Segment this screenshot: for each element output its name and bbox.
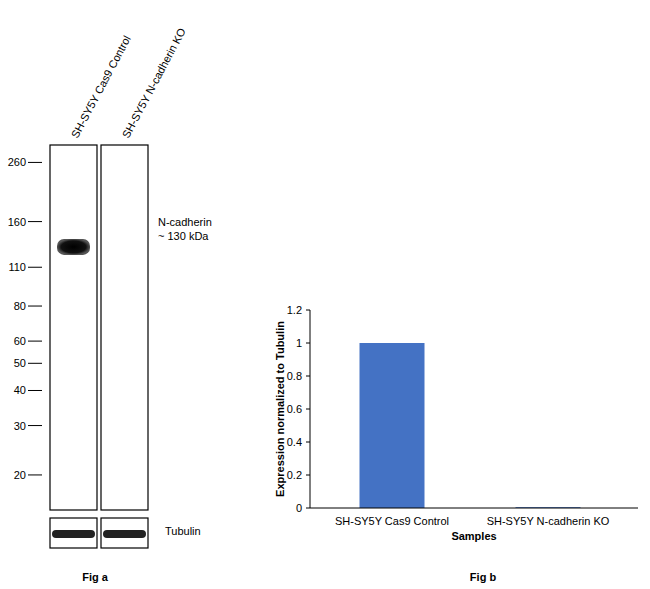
marker-label: 20 [14,469,26,481]
marker-tick [28,162,42,163]
marker-tick [28,425,42,426]
loading-control-lane [101,518,148,548]
y-axis [310,310,311,508]
target-name: N-cadherin [158,216,212,228]
marker-tick [28,221,42,222]
marker-tick [28,306,42,307]
y-tick-label: 0.4 [287,436,302,448]
y-tick [306,310,310,311]
y-tick-label: 0.2 [287,469,302,481]
tubulin-band [52,530,95,538]
loading-control-lane [50,518,97,548]
marker-label: 160 [8,216,26,228]
marker-label: 40 [14,384,26,396]
protein-band [57,239,90,255]
y-tick [306,442,310,443]
y-tick [306,475,310,476]
y-tick-label: 0.6 [287,403,302,415]
y-tick-label: 1.2 [287,304,302,316]
marker-label: 30 [14,420,26,432]
y-tick-label: 1 [296,337,302,349]
marker-label: 110 [8,261,26,273]
marker-tick [28,390,42,391]
y-tick [306,409,310,410]
bar [360,343,425,508]
caption: Fig b [470,571,497,583]
marker-label: 260 [8,156,26,168]
caption: Fig a [82,571,109,583]
marker-label: 60 [14,335,26,347]
marker-tick [28,363,42,364]
y-tick [306,376,310,377]
marker-label: 80 [14,300,26,312]
lane-label: SH-SY5Y Cas9 Control [69,34,133,140]
x-tick-label: SH-SY5Y Cas9 Control [335,515,449,527]
y-tick-label: 0.8 [287,370,302,382]
blot-lane [101,145,148,510]
figure: SH-SY5Y Cas9 ControlSH-SY5Y N-cadherin K… [0,0,650,589]
x-tick-label: SH-SY5Y N-cadherin KO [487,515,610,527]
marker-tick [28,474,42,475]
x-axis-title: Samples [451,530,496,542]
bars [360,343,581,508]
marker-tick [28,267,42,268]
y-tick [306,508,310,509]
tubulin-band [103,530,146,538]
x-axis [310,508,638,509]
figure-root: SH-SY5Y Cas9 ControlSH-SY5Y N-cadherin K… [0,0,650,589]
marker-tick [28,341,42,342]
loading-control-label: Tubulin [165,525,201,537]
marker-label: 50 [14,357,26,369]
y-tick [306,343,310,344]
y-axis-title: Expression normalized to Tubulin [274,321,286,497]
blot-lane [50,145,97,510]
target-size: ~ 130 kDa [158,230,209,242]
y-tick-label: 0 [296,502,302,514]
lane-label: SH-SY5Y N-cadherin KO [120,26,188,140]
